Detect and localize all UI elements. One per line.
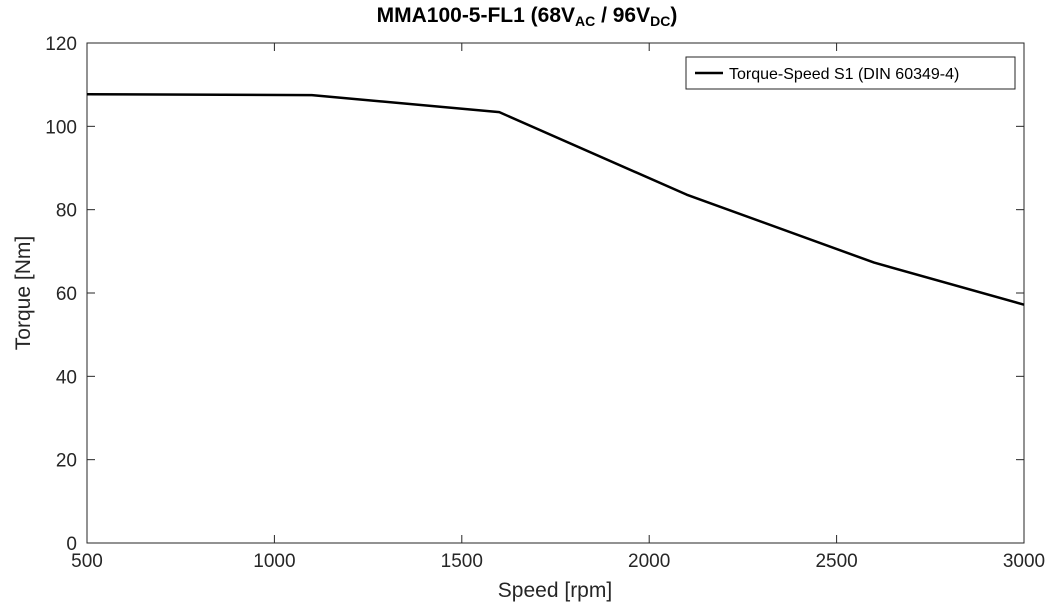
- x-tick-label: 2500: [815, 551, 857, 572]
- y-tick-label: 100: [45, 117, 77, 138]
- x-tick-label: 1500: [441, 551, 483, 572]
- legend-label: Torque-Speed S1 (DIN 60349-4): [729, 66, 959, 83]
- x-tick-label: 3000: [1003, 551, 1045, 572]
- y-tick-label: 40: [56, 367, 77, 388]
- x-axis-label: Speed [rpm]: [498, 579, 612, 602]
- y-axis-ticks: 0 20 40 60 80 100 120: [45, 34, 1024, 555]
- plot-frame: [86, 42, 1025, 544]
- y-tick-label: 60: [56, 284, 77, 305]
- x-tick-label: 2000: [628, 551, 670, 572]
- x-tick-label: 1000: [253, 551, 295, 572]
- y-tick-label: 20: [56, 451, 77, 472]
- series-layer: [86, 93, 1025, 306]
- chart-title: MMA100-5-FL1 (68VAC / 96VDC): [376, 4, 678, 29]
- legend-box: [685, 56, 1016, 90]
- x-tick-label: 500: [71, 551, 103, 572]
- x-axis-ticks: 500 1000 1500 2000 2500 3000: [71, 43, 1045, 572]
- y-tick-label: 0: [66, 534, 77, 555]
- series-line: [86, 93, 1025, 306]
- y-tick-label: 120: [45, 34, 77, 55]
- y-axis-label: Torque [Nm]: [12, 236, 35, 350]
- y-tick-label: 80: [56, 201, 77, 222]
- legend: Torque-Speed S1 (DIN 60349-4): [685, 56, 1016, 90]
